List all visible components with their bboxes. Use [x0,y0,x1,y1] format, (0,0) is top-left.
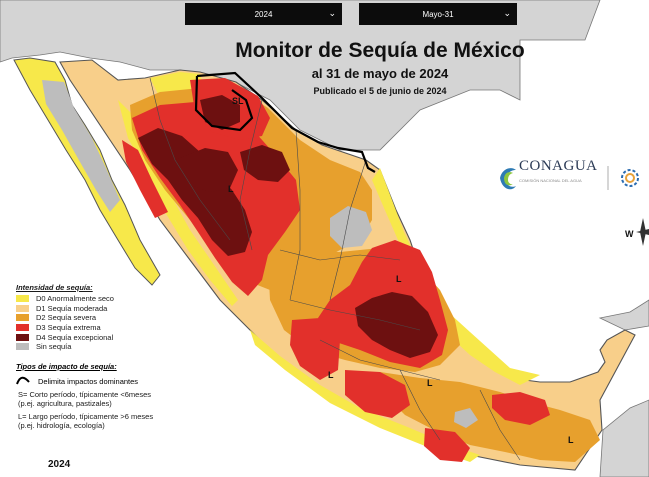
year-select-value: 2024 [254,9,273,19]
footer-year: 2024 [48,459,71,470]
legend-item: D1 Sequía moderada [16,304,114,314]
usa-land [0,0,601,151]
conagua-logo: CONAGUA COMISIÓN NACIONAL DEL AGUA [493,158,598,183]
legend-swatch-d4 [16,333,29,341]
map-date: al 31 de mayo de 2024 [311,66,449,81]
legend-swatch-d0 [16,295,29,303]
smn-logo-icon [621,169,639,187]
legend-label: Sin sequía [36,342,72,352]
legend-item: D2 Sequía severa [16,313,114,323]
map-label-l: L [427,378,433,388]
state-boundaries [149,77,521,461]
legend-impact-short: S= Corto período, típicamente <6meses (p… [18,390,151,408]
d4-coahuila [240,145,290,182]
impact-long-line2: (p.ej. hidrología, ecología) [18,421,105,430]
d3-oaxaca [424,428,470,462]
d3-tabasco [492,392,550,425]
chevron-down-icon: ⌄ [328,8,336,18]
d3-michoacan [290,318,340,380]
map-label-l: L [228,184,234,194]
legend-impact-line-item: Delimita impactos dominantes [16,376,138,386]
d4-durango [175,148,238,192]
legend-impact-long: L= Largo período, típicamente >6 meses (… [18,412,153,430]
no-drought-oaxaca [454,408,478,428]
conagua-subtitle: COMISIÓN NACIONAL DEL AGUA [519,178,582,183]
legend-label: D2 Sequía severa [36,313,97,323]
impact-long-line1: L= Largo período, típicamente >6 meses [18,412,154,421]
d2-south [380,372,600,462]
legend-swatch-d3 [16,324,29,332]
impact-boundary-sl-loop [194,75,254,132]
date-select-value: Mayo-31 [422,9,454,19]
legend-label: D1 Sequía moderada [36,303,108,313]
map-label-sl: SL [232,96,244,106]
legend-swatch-d2 [16,314,29,322]
d4-huasteca [355,292,438,358]
d3-guerrero [345,370,410,418]
drought-legend: Intensidad de sequía: D0 Anormalmente se… [16,283,114,352]
impact-boundary-north [196,71,376,173]
central-america-land [599,399,649,477]
map-label-l: L [328,370,334,380]
d4-chihuahua-north [200,95,240,130]
no-drought-coahuila [330,206,372,248]
impact-short-line2: (p.ej. agricultura, pastizales) [18,399,112,408]
legend-item: D3 Sequía extrema [16,323,114,333]
legend-item: D0 Anormalmente seco [16,294,114,304]
map-label-l: L [568,435,574,445]
legend-impact-line-label: Delimita impactos dominantes [38,376,139,386]
legend-label: D0 Anormalmente seco [36,294,114,304]
compass-west-label: W [625,229,634,239]
conagua-name: CONAGUA [519,158,598,174]
date-select[interactable]: Mayo-31 ⌄ [359,3,517,25]
legend-impact-title: Tipos de impacto de sequía: [16,362,117,371]
legend-item: Sin sequía [16,342,114,352]
impact-line-icon [16,376,30,385]
map-published-date: Publicado el 5 de junio de 2024 [313,86,447,96]
impact-short-line1: S= Corto período, típicamente <6meses [18,390,151,399]
compass-rose-icon: W [625,218,649,246]
conagua-logo-icon [500,168,516,190]
map-label-l: L [396,274,402,284]
legend-intensity-title: Intensidad de sequía: [16,283,93,292]
map-title: Monitor de Sequía de México [235,39,525,62]
chevron-down-icon: ⌄ [503,8,511,18]
baja-gray-zone [42,80,120,212]
legend-label: D3 Sequía extrema [36,323,101,333]
year-select[interactable]: 2024 ⌄ [185,3,342,25]
d3-sonora-coast [122,140,168,218]
legend-swatch-none [16,343,29,351]
legend-item: D4 Sequía excepcional [16,332,114,342]
legend-swatch-d1 [16,304,29,312]
cuba-land [598,299,649,331]
legend-label: D4 Sequía excepcional [36,332,114,342]
